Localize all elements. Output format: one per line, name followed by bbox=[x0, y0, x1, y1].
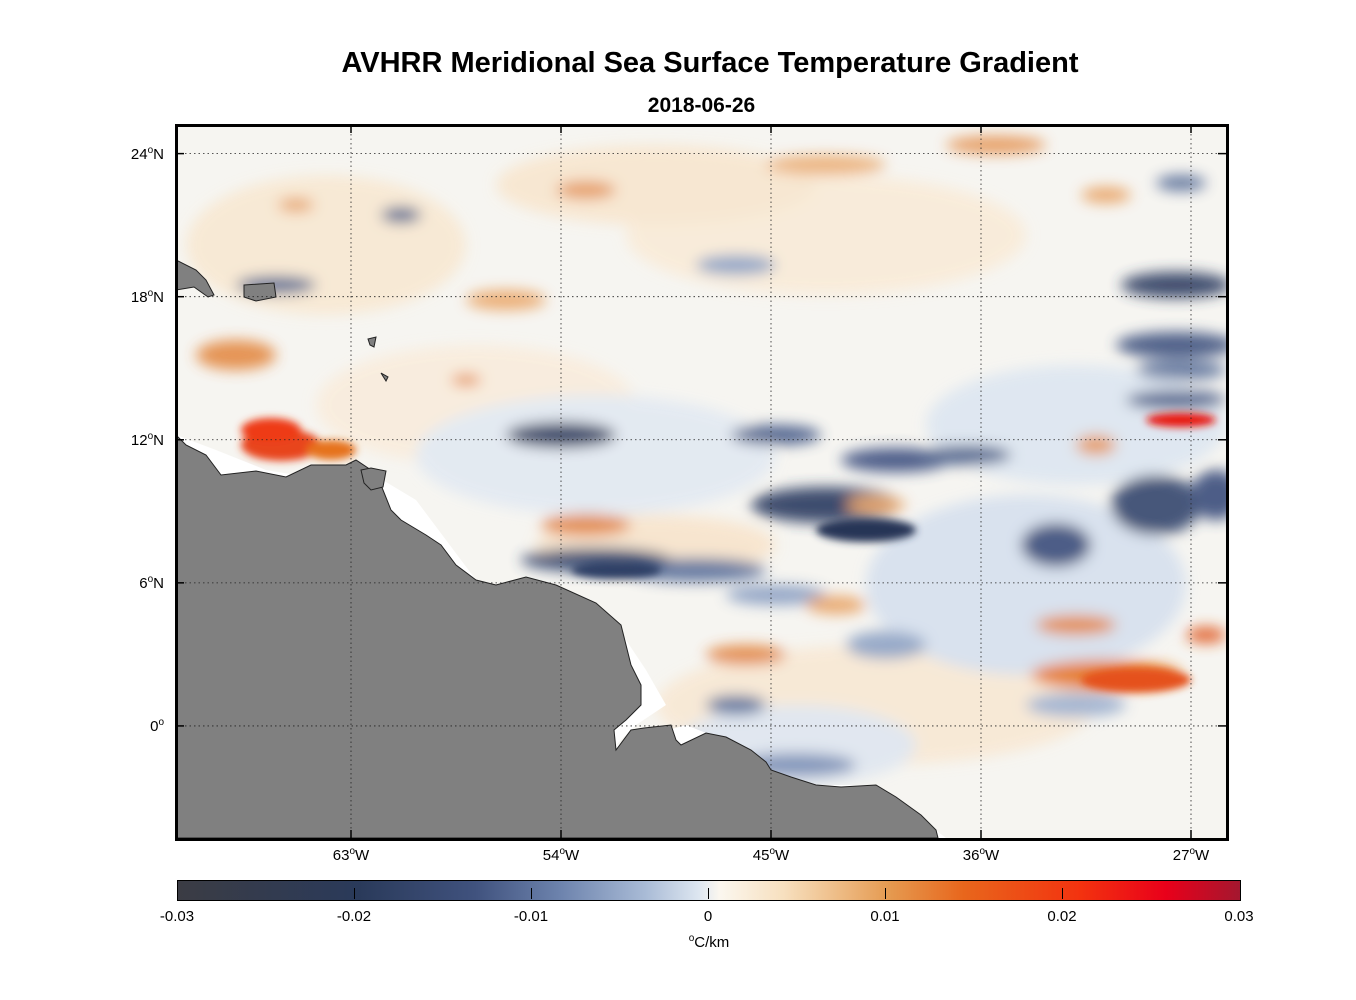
lat-label: 0o bbox=[150, 716, 164, 735]
colorbar-unit: oC/km bbox=[688, 933, 730, 951]
colorbar bbox=[177, 880, 1241, 901]
colorbar-tick-label: 0.02 bbox=[1047, 908, 1077, 925]
island-trinidad bbox=[360, 467, 387, 491]
lon-label: 27oW bbox=[1172, 846, 1210, 864]
colorbar-tick-label: 0 bbox=[703, 908, 713, 925]
lat-label: 12oN bbox=[130, 430, 164, 449]
island-virgin bbox=[243, 282, 277, 302]
lat-label: 24oN bbox=[130, 144, 164, 163]
island-puerto-rico bbox=[176, 259, 215, 298]
colorbar-tick bbox=[354, 888, 355, 899]
lon-label: 45oW bbox=[752, 846, 790, 864]
lat-label: 6oN bbox=[139, 573, 164, 592]
colorbar-tick-label: 0.03 bbox=[1224, 908, 1254, 925]
colorbar-tick bbox=[531, 888, 532, 899]
island-martinique bbox=[380, 372, 389, 383]
colorbar-tick-label: 0.01 bbox=[870, 908, 900, 925]
graticule bbox=[176, 125, 1226, 838]
chart-date: 2018-06-26 bbox=[647, 94, 756, 117]
colorbar-tick-label: -0.03 bbox=[159, 908, 195, 925]
colorbar-tick-label: -0.01 bbox=[513, 908, 549, 925]
land-south-america bbox=[176, 434, 939, 838]
colorbar-tick bbox=[708, 888, 709, 899]
lon-label: 63oW bbox=[332, 846, 370, 864]
chart-title: AVHRR Meridional Sea Surface Temperature… bbox=[341, 47, 1079, 79]
colorbar-tick-label: -0.02 bbox=[336, 908, 372, 925]
lat-label: 18oN bbox=[130, 287, 164, 306]
colorbar-tick bbox=[1062, 888, 1063, 899]
lon-label: 36oW bbox=[962, 846, 1000, 864]
colorbar-tick bbox=[885, 888, 886, 899]
island-guadeloupe bbox=[367, 336, 377, 348]
gradient-field bbox=[176, 125, 1226, 838]
lon-label: 54oW bbox=[542, 846, 580, 864]
map-area[interactable] bbox=[176, 125, 1226, 838]
